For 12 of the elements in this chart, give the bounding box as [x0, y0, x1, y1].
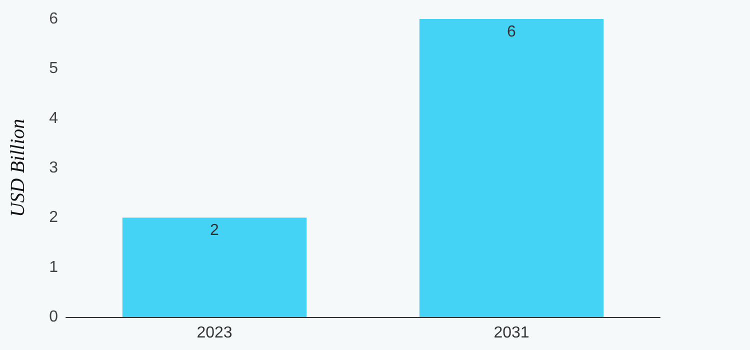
y-tick-label: 1 — [49, 258, 58, 276]
y-tick-label: 5 — [49, 60, 58, 78]
y-tick-label: 0 — [49, 308, 58, 326]
y-tick-label: 2 — [49, 209, 58, 226]
y-tick-label: 6 — [49, 10, 58, 28]
y-tick-label: 3 — [49, 160, 58, 176]
x-tick-label: 2031 — [494, 324, 530, 342]
y-tick-label: 4 — [49, 110, 58, 127]
x-tick-label: 2023 — [196, 324, 232, 342]
data-label: 6 — [507, 24, 516, 40]
y-axis-title: USD Billion — [7, 118, 29, 218]
data-label: 2 — [210, 222, 220, 240]
